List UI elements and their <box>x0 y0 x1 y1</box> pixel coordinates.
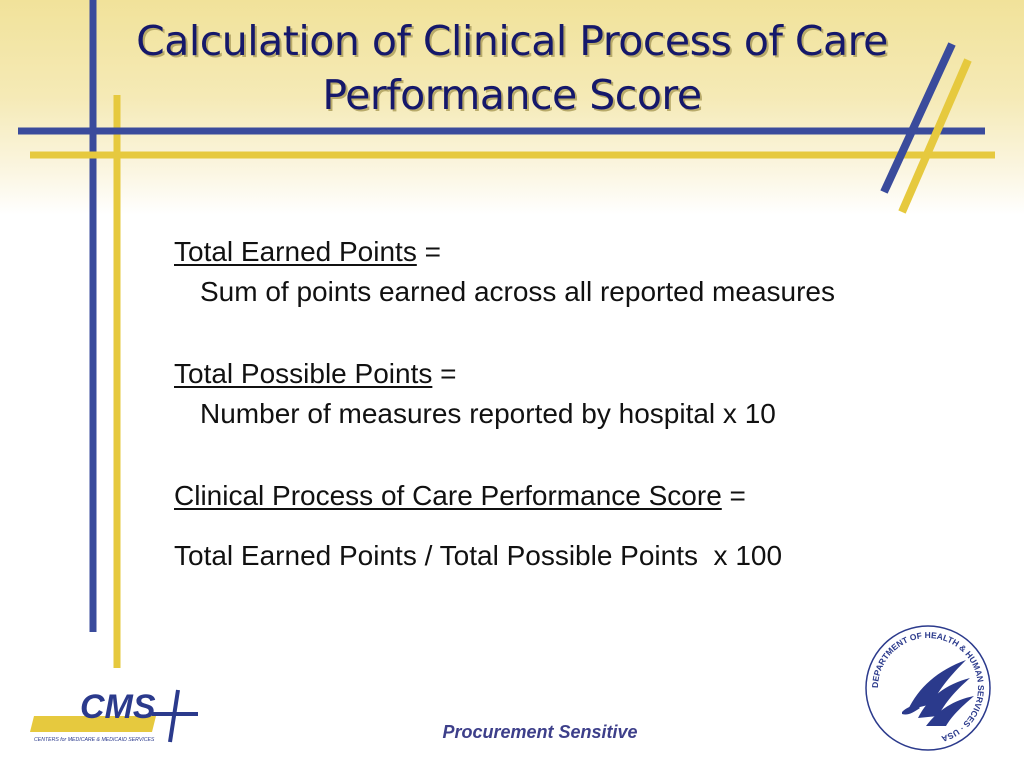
earned-term-line: Total Earned Points = <box>174 232 994 272</box>
score-formula: Total Earned Points / Total Possible Poi… <box>174 540 783 571</box>
spacer <box>174 434 994 476</box>
slide-title-line-1: Calculation of Clinical Process of Care <box>136 17 888 65</box>
hhs-seal-logo: DEPARTMENT OF HEALTH & HUMAN SERVICES · … <box>865 625 991 751</box>
score-term-line: Clinical Process of Care Performance Sco… <box>174 476 994 516</box>
formula-block: Total Earned Points = Sum of points earn… <box>174 232 994 576</box>
eagle-icon <box>902 660 974 726</box>
score-operator: = <box>729 480 746 511</box>
possible-operator: = <box>440 358 457 389</box>
earned-operator: = <box>424 236 441 267</box>
spacer <box>174 516 994 536</box>
score-term: Clinical Process of Care Performance Sco… <box>174 480 722 511</box>
spacer <box>174 312 994 354</box>
earned-term: Total Earned Points <box>174 236 417 267</box>
earned-definition: Sum of points earned across all reported… <box>200 276 835 307</box>
slide-title: Calculation of Clinical Process of Care … <box>40 14 984 122</box>
possible-term-line: Total Possible Points = <box>174 354 994 394</box>
possible-term: Total Possible Points <box>174 358 433 389</box>
cms-logo: CMS CENTERS for MEDICARE & MEDICAID SERV… <box>30 688 198 743</box>
cms-subtitle: CENTERS for MEDICARE & MEDICAID SERVICES <box>34 737 155 743</box>
slide-title-line-2: Performance Score <box>322 71 702 119</box>
possible-definition: Number of measures reported by hospital … <box>200 398 776 429</box>
cms-wordmark: CMS <box>80 688 156 726</box>
header-band <box>0 0 1024 215</box>
footer-text: Procurement Sensitive <box>442 722 638 742</box>
